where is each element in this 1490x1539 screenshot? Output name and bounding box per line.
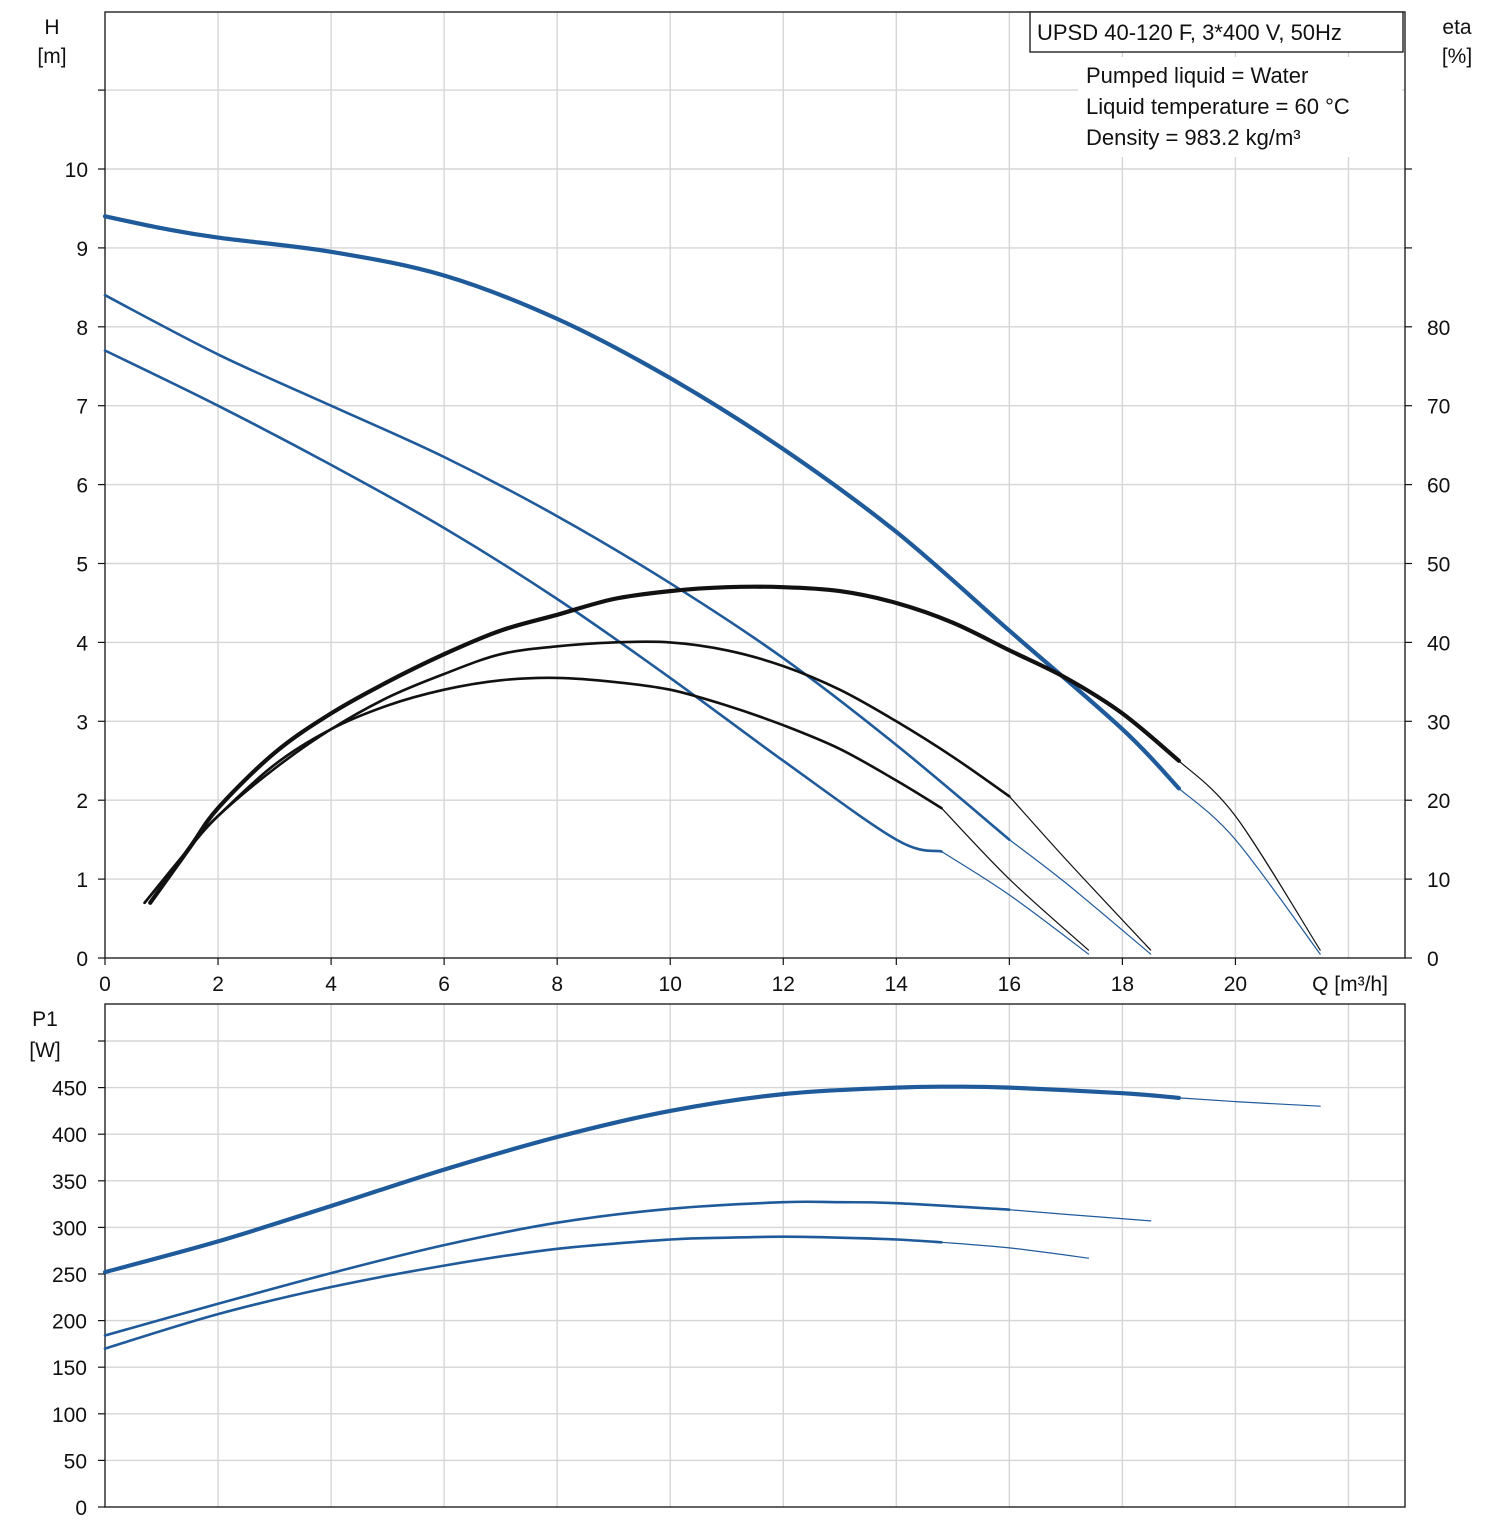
p-tick-label: 450 [52, 1078, 87, 1101]
p-tick-label: 300 [52, 1217, 87, 1240]
x-tick-label: 12 [772, 973, 795, 996]
x-tick-label: 8 [551, 973, 563, 996]
p1-speed-1-extension [940, 1241, 1090, 1259]
p-tick-label: 350 [52, 1171, 87, 1194]
y-tick-label: 4 [76, 632, 88, 655]
p-tick-label: 200 [52, 1311, 87, 1334]
eta-speed-3-curve [148, 584, 1181, 905]
y-tick-label: 2 [76, 790, 88, 813]
h-speed-2-curve [103, 293, 1011, 841]
p1-speed-3-curve [102, 1084, 1181, 1275]
h-speed-3-curve [102, 214, 1181, 791]
x-axis-label: Q [m³/h] [1312, 973, 1388, 996]
p1-speed-3-extension [1178, 1097, 1321, 1107]
power-chart-ticks: 0 50 100 150 200 250 300 350 400 450 [52, 1040, 105, 1520]
power-chart-curves [102, 1084, 1321, 1350]
eta-speed-2-curve [143, 640, 1011, 905]
y-tick-label: 7 [76, 396, 88, 419]
h-speed-1-extension [940, 850, 1090, 955]
y-tick-label: 3 [76, 711, 88, 734]
title-box [1029, 11, 1404, 53]
power-axis-label: P1 [32, 1008, 58, 1031]
y-tick-label: 0 [76, 948, 88, 971]
x-tick-label: 6 [438, 973, 450, 996]
power-chart-grid [105, 1004, 1405, 1507]
head-chart-ticks: 0 2 4 6 8 10 12 14 16 18 2001234567891001020304050… [65, 89, 1450, 996]
y2-tick-label: 20 [1427, 790, 1450, 813]
power-axis-unit: [W] [29, 1039, 61, 1062]
y-tick-label: 1 [76, 869, 88, 892]
y-axis-unit-m: [m] [37, 45, 66, 68]
p-tick-label: 150 [52, 1357, 87, 1380]
y2-tick-label: 40 [1427, 632, 1450, 655]
y-axis-label-h: H [44, 16, 59, 39]
x-tick-label: 20 [1224, 973, 1247, 996]
x-tick-label: 10 [659, 973, 682, 996]
p1-speed-2-curve [103, 1200, 1011, 1337]
y2-tick-label: 30 [1427, 711, 1450, 734]
y2-tick-label: 80 [1427, 317, 1450, 340]
y2-tick-label: 0 [1427, 948, 1439, 971]
y-tick-label: 8 [76, 317, 88, 340]
x-tick-label: 2 [212, 973, 224, 996]
note-liquid-temperature: Liquid temperature = 60 °C [1086, 94, 1350, 119]
y-tick-label: 9 [76, 238, 88, 261]
eta-speed-1-curve [143, 676, 943, 905]
p-tick-label: 0 [75, 1497, 87, 1520]
x-tick-label: 4 [325, 973, 337, 996]
eta-speed-1-extension [940, 807, 1090, 951]
y2-tick-label: 70 [1427, 396, 1450, 419]
y-tick-label: 5 [76, 554, 88, 577]
y2-axis-unit-percent: [%] [1442, 45, 1472, 68]
x-tick-label: 0 [99, 973, 111, 996]
p1-speed-2-extension [1008, 1209, 1152, 1222]
eta-speed-2-extension [1008, 795, 1152, 951]
y-tick-label: 10 [65, 159, 88, 182]
notes-background [1078, 57, 1402, 157]
p-tick-label: 100 [52, 1404, 87, 1427]
y2-axis-label-eta: eta [1442, 16, 1472, 39]
eta-speed-3-extension [1178, 760, 1321, 951]
p-tick-label: 50 [64, 1450, 87, 1473]
x-tick-label: 14 [885, 973, 909, 996]
chart-title: UPSD 40-120 F, 3*400 V, 50Hz [1037, 20, 1342, 45]
head-chart-curves [102, 214, 1321, 955]
p1-speed-1-curve [103, 1235, 943, 1350]
h-speed-2-extension [1008, 839, 1152, 955]
h-speed-3-extension [1178, 787, 1321, 955]
x-tick-label: 18 [1111, 973, 1134, 996]
x-tick-label: 16 [998, 973, 1021, 996]
power-chart-frame [104, 1003, 1406, 1508]
y2-tick-label: 50 [1427, 554, 1450, 577]
note-density: Density = 983.2 kg/m³ [1086, 125, 1301, 150]
note-pumped-liquid: Pumped liquid = Water [1086, 63, 1308, 88]
y2-tick-label: 60 [1427, 475, 1450, 498]
p-tick-label: 400 [52, 1124, 87, 1147]
y-tick-label: 6 [76, 475, 88, 498]
h-speed-1-curve [103, 349, 943, 853]
y2-tick-label: 10 [1427, 869, 1450, 892]
p-tick-label: 250 [52, 1264, 87, 1287]
